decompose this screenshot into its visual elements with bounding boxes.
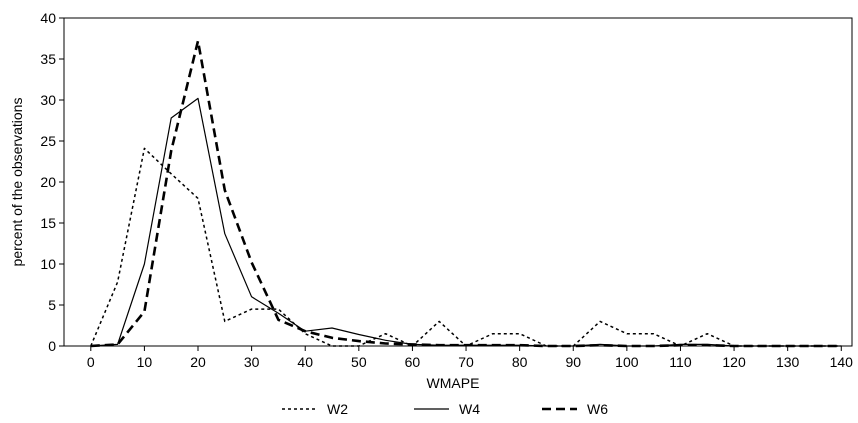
x-tick-label: 110 [669,354,692,370]
y-tick-label: 40 [40,10,56,26]
x-tick-label: 70 [458,354,474,370]
x-tick-label: 30 [244,354,260,370]
x-tick-label: 20 [190,354,206,370]
plot-frame [63,17,853,347]
y-axis-label: percent of the observations [9,98,25,267]
y-tick-label: 10 [40,256,56,272]
y-tick-label: 5 [48,297,56,313]
legend: W2 W4 W6 [282,401,608,417]
y-tick-label: 25 [40,133,56,149]
x-tick-label: 120 [722,354,746,370]
series-line-w4 [90,97,842,347]
x-tick-label: 80 [512,354,528,370]
x-tick-label: 130 [776,354,800,370]
y-tick-label: 0 [48,338,56,354]
x-tick-label: 140 [830,354,854,370]
y-tick-label: 30 [40,92,56,108]
y-tick-label: 15 [40,215,56,231]
legend-label-w4: W4 [459,401,480,417]
x-axis: 0 10 20 30 40 50 60 70 80 90 100 110 120 130 140 [87,346,853,370]
legend-label-w2: W2 [327,401,348,417]
x-tick-label: 60 [405,354,421,370]
x-tick-label: 50 [351,354,367,370]
x-tick-label: 90 [565,354,581,370]
legend-label-w6: W6 [587,401,608,417]
series-line-w6 [90,39,842,348]
x-tick-label: 10 [137,354,153,370]
x-axis-label: WMAPE [427,375,480,391]
series-lines [90,39,842,348]
x-tick-label: 40 [297,354,313,370]
y-tick-label: 20 [40,174,56,190]
y-tick-label: 35 [40,51,56,67]
series-line-w2 [90,147,842,347]
x-tick-label: 0 [87,354,95,370]
y-axis: 0 5 10 15 20 25 30 35 40 [40,10,64,354]
x-tick-label: 100 [615,354,639,370]
